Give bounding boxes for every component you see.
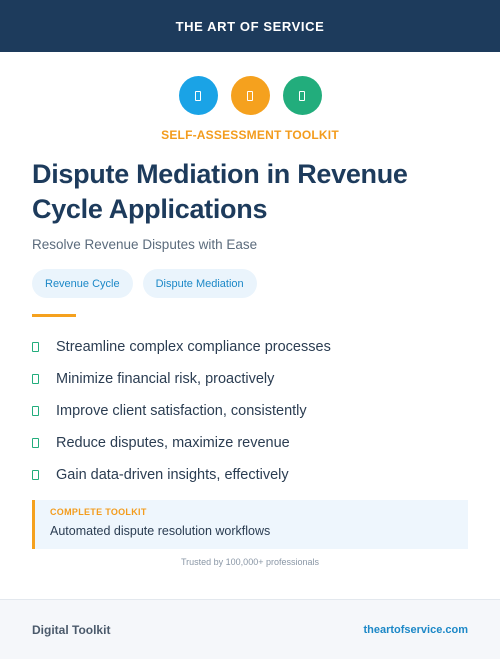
header-bar: THE ART OF SERVICE xyxy=(0,0,500,52)
footer-label: Digital Toolkit xyxy=(32,622,111,637)
tag-revenue-cycle: Revenue Cycle xyxy=(32,269,133,298)
tag-dispute-mediation: Dispute Mediation xyxy=(142,269,257,298)
brand-name: THE ART OF SERVICE xyxy=(175,18,325,34)
document-icon xyxy=(178,76,218,115)
list-item-text: Improve client satisfaction, consistentl… xyxy=(56,403,307,419)
list-item-text: Gain data-driven insights, effectively xyxy=(56,467,289,483)
list-item-text: Minimize financial risk, proactively xyxy=(56,371,275,387)
trusted-note: Trusted by 100,000+ professionals xyxy=(180,557,319,567)
accent-divider xyxy=(32,314,76,317)
list-item-text: Reduce disputes, maximize revenue xyxy=(56,435,290,451)
icon-row xyxy=(0,76,500,115)
document-icon xyxy=(282,76,322,115)
kicker-label: SELF-ASSESSMENT TOOLKIT xyxy=(161,128,339,142)
benefit-list: Streamline complex compliance processes … xyxy=(32,331,331,491)
check-icon xyxy=(32,374,39,384)
page-title: Dispute Mediation in Revenue Cycle Appli… xyxy=(32,159,408,224)
check-icon xyxy=(32,470,39,480)
list-item-text: Streamline complex compliance processes xyxy=(56,339,331,355)
list-item: Reduce disputes, maximize revenue xyxy=(32,427,331,459)
list-item: Minimize financial risk, proactively xyxy=(32,363,331,395)
check-icon xyxy=(32,438,39,448)
callout-text: Automated dispute resolution workflows xyxy=(50,524,271,538)
tag-list: Revenue Cycle Dispute Mediation xyxy=(32,269,257,298)
website-link[interactable]: theartofservice.com xyxy=(363,623,468,636)
page-subtitle: Resolve Revenue Disputes with Ease xyxy=(32,237,258,252)
list-item: Streamline complex compliance processes xyxy=(32,331,331,363)
toolkit-callout: COMPLETE TOOLKIT Automated dispute resol… xyxy=(32,500,468,549)
document-icon xyxy=(230,76,270,115)
check-icon xyxy=(32,406,39,416)
callout-label: COMPLETE TOOLKIT xyxy=(50,507,147,517)
footer: Digital Toolkit theartofservice.com xyxy=(0,599,500,659)
check-icon xyxy=(32,342,39,352)
list-item: Gain data-driven insights, effectively xyxy=(32,459,331,491)
list-item: Improve client satisfaction, consistentl… xyxy=(32,395,331,427)
